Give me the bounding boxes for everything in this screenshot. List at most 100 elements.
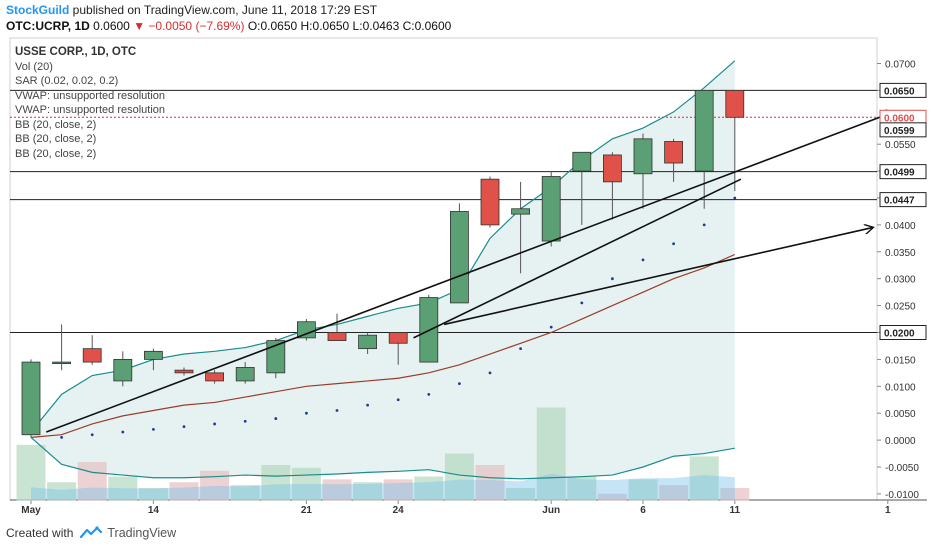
publish-info: StockGuild published on TradingView.com,… [6, 3, 377, 18]
brand-name[interactable]: StockGuild [6, 3, 70, 17]
price-change: ▼ −0.0050 (−7.69%) [133, 19, 245, 33]
price-axis-label: 0.0650 [879, 82, 927, 98]
y-tick-label: 0.0400 [885, 221, 916, 232]
volume-bar [506, 488, 536, 501]
legend-sar[interactable]: SAR (0.02, 0.02, 0.2) [15, 75, 119, 87]
volume-bar [383, 479, 413, 501]
sar-dot [702, 223, 706, 227]
legend-bb-2[interactable]: BB (20, close, 2) [15, 133, 97, 145]
sar-dot [213, 422, 217, 426]
price-axis-label: 0.0599 [879, 122, 927, 138]
price-label-box [879, 192, 927, 208]
sar-dot [488, 371, 492, 375]
sar-dot [366, 403, 369, 407]
candle-body [664, 141, 683, 164]
bb-basis-line [30, 253, 736, 439]
price-axis-label: 0.0600 [879, 109, 927, 125]
sar-dot [549, 325, 553, 329]
candle-body [572, 151, 592, 172]
sar-dot [90, 433, 94, 437]
price-label-text: 0.0447 [884, 196, 915, 207]
legend-vwap-2[interactable]: VWAP: unsupported resolution [15, 104, 166, 116]
volume-bar [261, 465, 291, 501]
x-tick-label: Jun [542, 505, 560, 516]
volume-bar [536, 407, 566, 501]
sar-dot [152, 427, 155, 431]
sar-dot [427, 392, 431, 396]
candle-body [21, 361, 41, 436]
tradingview-logo-icon [80, 526, 103, 539]
price-label-text: 0.0599 [884, 126, 915, 137]
candle-body [541, 176, 561, 242]
bb-lower-line [30, 436, 735, 480]
sar-dot [733, 196, 737, 200]
candle-body [52, 361, 71, 364]
y-tick-label: 0.0350 [885, 248, 916, 259]
sar-dot [335, 409, 339, 412]
sar-dot [243, 419, 247, 423]
volume-bar [138, 488, 168, 501]
volume-average-area [31, 473, 735, 500]
y-tick-label: 0.0300 [885, 275, 916, 286]
x-tick-label: May [21, 505, 41, 516]
candle-body [633, 138, 653, 175]
price-label-text: 0.0600 [884, 113, 915, 124]
volume-bar [291, 467, 321, 501]
sar-dot [458, 382, 461, 386]
volume-bar [475, 465, 505, 501]
price-axis-label: 0.0499 [879, 164, 927, 180]
volume-bar [77, 462, 107, 501]
sar-dot [60, 436, 63, 439]
sar-dot [121, 430, 125, 434]
price-axis-label: 0.0200 [879, 325, 927, 340]
candle-body [480, 178, 500, 226]
volume-bar [47, 482, 77, 501]
footer: Created with TradingView [6, 526, 176, 540]
volume-bar [689, 456, 719, 501]
volume-bar [659, 485, 689, 501]
candle-body [694, 90, 714, 172]
sar-dot [519, 347, 522, 351]
candle-body [725, 90, 745, 118]
legend-bb-1[interactable]: BB (20, close, 2) [15, 118, 97, 131]
trend-line [46, 112, 894, 433]
volume-bar [108, 476, 138, 501]
ohlc-values: O:0.0650 H:0.0650 L:0.0463 C:0.0600 [247, 19, 452, 33]
y-tick-label: 0.0150 [885, 355, 916, 366]
trend-line [443, 228, 872, 326]
candle-body [82, 348, 102, 363]
sar-dot [182, 425, 186, 429]
price-label-box [879, 82, 927, 98]
tradingview-brand[interactable]: TradingView [107, 526, 177, 540]
x-tick-label: 21 [301, 505, 313, 516]
price-label-text: 0.0499 [884, 168, 915, 179]
legend-vwap-1[interactable]: VWAP: unsupported resolution [15, 89, 166, 102]
candle-body [603, 154, 622, 183]
candle-body [205, 372, 225, 382]
y-tick-label: 0.0050 [885, 409, 916, 420]
price-label-text: 0.0200 [884, 329, 915, 340]
candle-body [174, 369, 194, 374]
volume-bar [230, 485, 260, 501]
candle-body [143, 350, 163, 360]
x-tick-label: 14 [148, 505, 160, 516]
candle-body [327, 332, 347, 341]
candle-body [511, 208, 531, 215]
symbol-label: OTC:UCRP, 1D [6, 19, 90, 33]
trend-line [413, 178, 742, 339]
y-tick-label: 0.0000 [885, 436, 916, 447]
legend-volume[interactable]: Vol (20) [15, 60, 53, 73]
legend-bb-3[interactable]: BB (20, close, 2) [15, 147, 97, 160]
sar-dot [672, 242, 675, 246]
y-tick-label: 0.0250 [885, 302, 916, 313]
y-tick-label: 0.0550 [885, 140, 916, 151]
sar-dot [641, 258, 645, 262]
legend-title: USSE CORP., 1D, OTC [15, 46, 137, 58]
volume-bar [720, 488, 750, 501]
x-tick-label: 24 [393, 505, 405, 516]
x-tick-label: 1 [885, 505, 891, 516]
volume-bar [628, 479, 658, 501]
price-label-box [879, 164, 927, 180]
bb-upper-line [30, 60, 736, 433]
